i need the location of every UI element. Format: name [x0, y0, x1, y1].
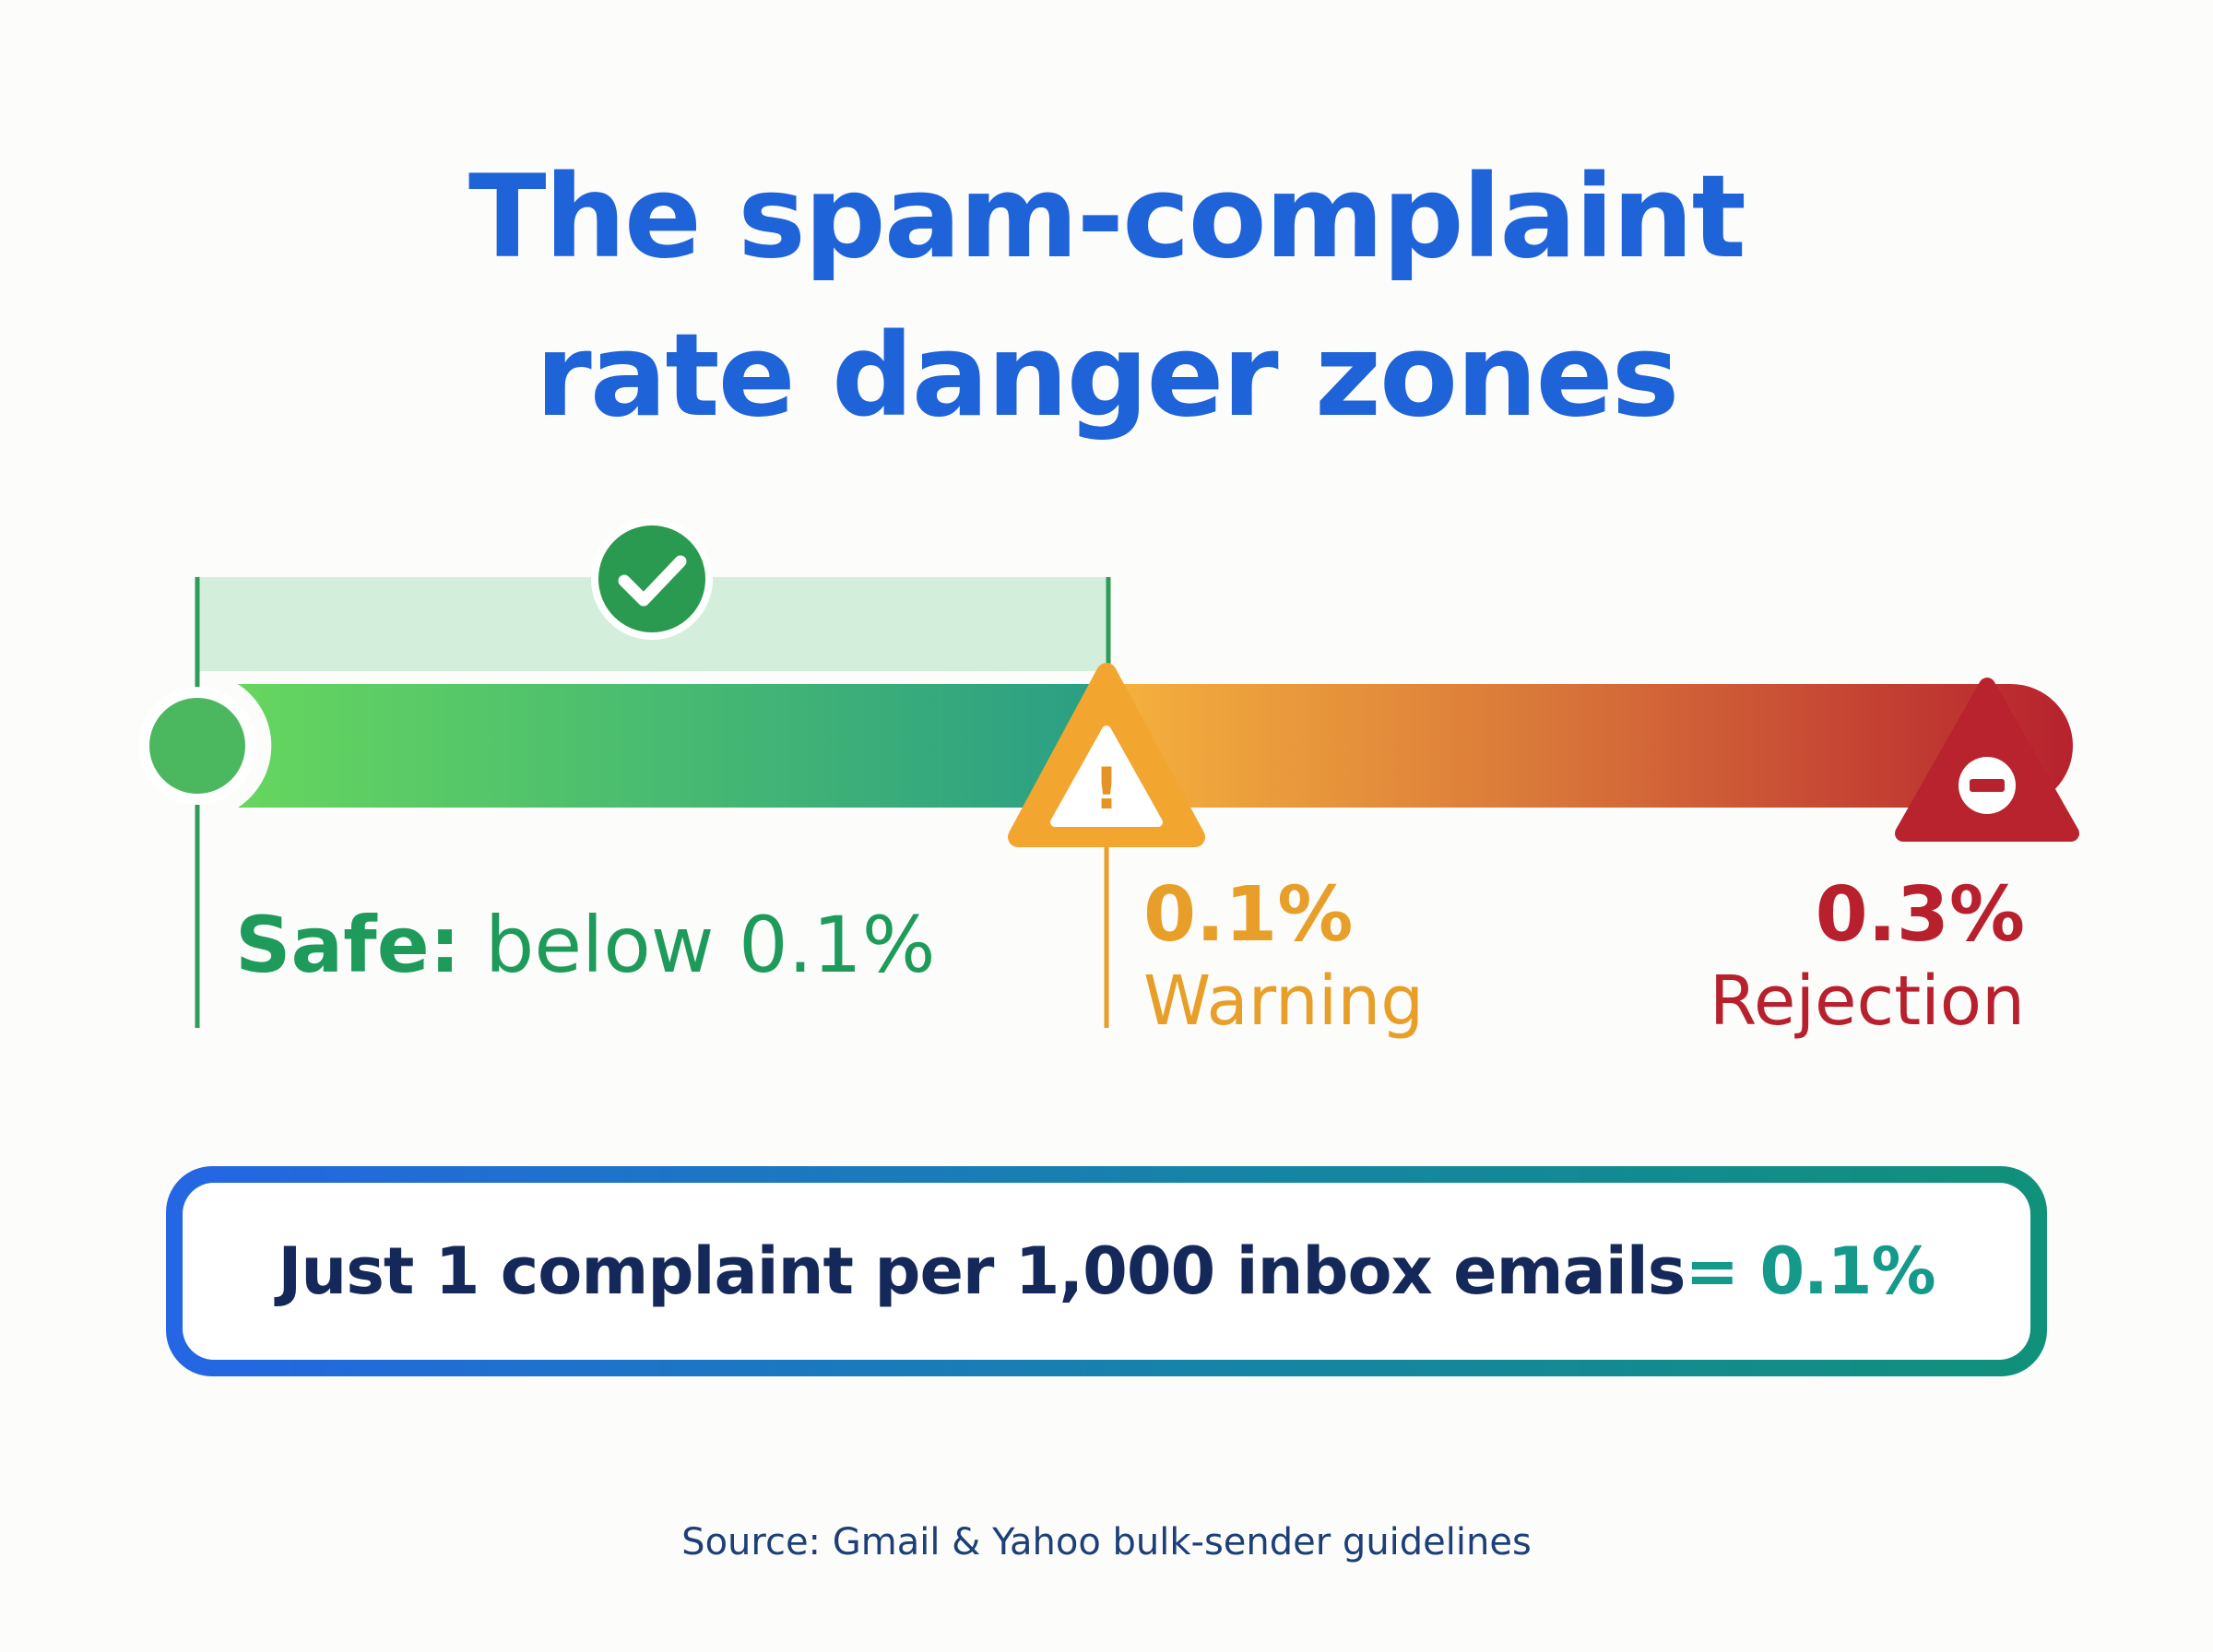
source-note: Source: Gmail & Yahoo bulk-sender guidel… — [681, 1521, 1532, 1564]
warning-exclamation: ! — [1094, 755, 1119, 822]
no-entry-triangle-icon — [1895, 678, 2079, 842]
rejection-threshold-value: 0.3% — [1815, 871, 2025, 959]
check-circle-icon — [591, 518, 713, 640]
warning-threshold-label: Warning — [1143, 962, 1425, 1041]
warning-threshold-value: 0.1% — [1143, 871, 1354, 959]
callout-content: Just 1 complaint per 1,000 inbox emails … — [183, 1183, 2030, 1360]
safe-zone-text: below 0.1% — [460, 900, 936, 990]
callout-result: = 0.1% — [1685, 1233, 1935, 1309]
risk-bar — [1106, 684, 2073, 808]
safe-zone-label: Safe: below 0.1% — [235, 899, 936, 991]
callout-text: Just 1 complaint per 1,000 inbox emails — [278, 1233, 1686, 1309]
page-title: The spam-complaint rate danger zones — [0, 138, 2213, 455]
safe-zone-prefix: Safe: — [235, 900, 461, 990]
rejection-threshold-label: Rejection — [1709, 962, 2025, 1041]
title-line-1: The spam-complaint — [468, 151, 1746, 284]
warning-triangle-icon: ! — [1008, 663, 1205, 847]
callout-box: Just 1 complaint per 1,000 inbox emails … — [166, 1166, 2047, 1376]
danger-zone-scale: ! — [138, 518, 2079, 1028]
safe-bar — [238, 684, 1106, 808]
scale-start-dot — [138, 687, 256, 805]
title-line-2: rate danger zones — [535, 310, 1680, 442]
